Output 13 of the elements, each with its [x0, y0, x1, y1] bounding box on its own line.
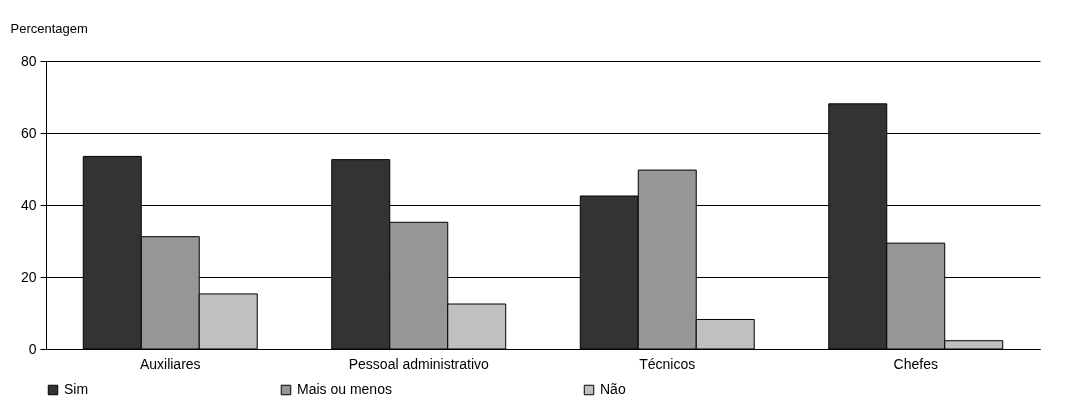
- legend-label: Não: [600, 381, 626, 397]
- x-tick-label: Pessoal administrativo: [348, 355, 489, 372]
- y-tick-label: 60: [20, 124, 37, 141]
- x-tick-label: Técnicos: [639, 355, 696, 372]
- legend-label: Sim: [64, 381, 89, 397]
- x-tick-label: Auxiliares: [139, 355, 201, 372]
- y-tick-label: 80: [20, 52, 37, 69]
- y-tick-label: 0: [28, 340, 37, 357]
- y-axis-title: Percentagem: [10, 20, 88, 36]
- x-tick-label: Chefes: [893, 355, 938, 372]
- y-tick-label: 20: [20, 268, 37, 285]
- legend-label: Mais ou menos: [297, 381, 392, 397]
- y-tick-label: 40: [20, 196, 37, 213]
